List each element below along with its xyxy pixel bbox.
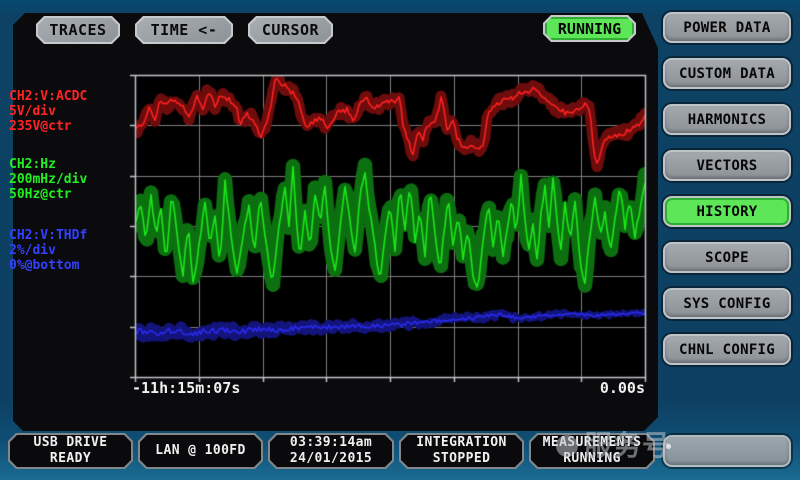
channel-name: CH2:V:THDf: [9, 228, 88, 243]
traces-button-label: TRACES: [49, 21, 107, 39]
time-button[interactable]: TIME <-: [135, 16, 233, 44]
channel-label-thd: CH2:V:THDf 2%/div 0%@bottom: [9, 228, 127, 273]
traces-button[interactable]: TRACES: [36, 16, 120, 44]
sidebar-item-custom-data[interactable]: CUSTOM DATA: [663, 58, 791, 89]
sidebar-item-label: CUSTOM DATA: [678, 65, 776, 82]
x-axis-start-time: -11h:15m:07s: [132, 379, 241, 397]
status-line: MEASUREMENTS: [542, 435, 642, 450]
status-line: READY: [49, 451, 92, 466]
x-axis-end-time: 0.00s: [599, 379, 645, 397]
status-line: LAN @ 100FD: [155, 443, 246, 458]
sidebar-item-scope[interactable]: SCOPE: [663, 242, 791, 273]
cursor-button-label: CURSOR: [261, 21, 320, 39]
channel-name: CH2:Hz: [9, 157, 56, 172]
status-line: RUNNING: [563, 451, 621, 466]
sidebar-item-vectors[interactable]: VECTORS: [663, 150, 791, 181]
channel-label-voltage: CH2:V:ACDC 5V/div 235V@ctr: [9, 89, 127, 134]
sidebar-item-sys-config[interactable]: SYS CONFIG: [663, 288, 791, 319]
status-usb: USB DRIVE READY: [8, 433, 133, 469]
status-lan: LAN @ 100FD: [138, 433, 263, 469]
status-date: 24/01/2015: [289, 451, 373, 466]
status-line: INTEGRATION: [416, 435, 507, 450]
channel-scale: 2%/div: [9, 243, 56, 258]
sidebar-item-label: CHNL CONFIG: [678, 341, 776, 358]
channel-scale: 200mHz/div: [9, 172, 88, 187]
sidebar-item-label: HISTORY: [696, 203, 758, 220]
channel-scale: 5V/div: [9, 104, 56, 119]
running-status-indicator: RUNNING: [543, 15, 636, 42]
status-line: STOPPED: [432, 451, 491, 466]
channel-name: CH2:V:ACDC: [9, 89, 88, 104]
status-time: 03:39:14am: [289, 435, 373, 450]
sidebar-item-blank[interactable]: [663, 435, 791, 467]
channel-label-frequency: CH2:Hz 200mHz/div 50Hz@ctr: [9, 157, 127, 202]
channel-ref: 50Hz@ctr: [9, 187, 72, 202]
status-clock: 03:39:14am 24/01/2015: [268, 433, 394, 469]
sidebar-item-label: SYS CONFIG: [683, 295, 771, 312]
sidebar-item-label: SCOPE: [705, 249, 749, 266]
channel-ref: 235V@ctr: [9, 119, 72, 134]
sidebar-item-chnl-config[interactable]: CHNL CONFIG: [663, 334, 791, 365]
status-measurements: MEASUREMENTS RUNNING: [529, 433, 655, 469]
status-integration: INTEGRATION STOPPED: [399, 433, 524, 469]
sidebar-item-label: POWER DATA: [683, 19, 771, 36]
cursor-button[interactable]: CURSOR: [248, 16, 333, 44]
time-button-label: TIME <-: [150, 21, 218, 39]
history-trend-chart: [119, 61, 659, 391]
sidebar-item-power-data[interactable]: POWER DATA: [663, 12, 791, 43]
sidebar-item-harmonics[interactable]: HARMONICS: [663, 104, 791, 135]
sidebar-item-history[interactable]: HISTORY: [663, 196, 791, 227]
sidebar-item-label: VECTORS: [696, 157, 758, 174]
channel-ref: 0%@bottom: [9, 258, 80, 273]
sidebar-item-label: HARMONICS: [687, 111, 767, 128]
running-status-label: RUNNING: [557, 19, 622, 38]
status-line: USB DRIVE: [33, 435, 108, 450]
